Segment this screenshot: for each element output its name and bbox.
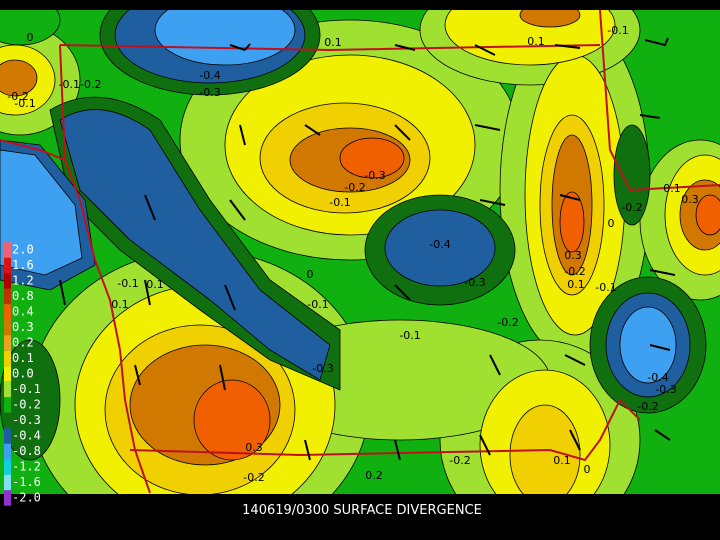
legend-swatch — [4, 350, 11, 367]
contour-label: -0.2 — [449, 454, 470, 467]
contour-label: -0.1 — [117, 277, 138, 290]
legend-label: 0.2 — [12, 336, 34, 350]
legend-label: -0.2 — [12, 398, 41, 412]
contour-labels: 0.1 0.1-0.1-0.4-0.30-0.1-0.2-0.2-0.1-0.3-… — [7, 24, 698, 484]
contour-label: -0.4 — [429, 238, 450, 251]
legend-label: 0.0 — [12, 367, 34, 381]
contour-label: -0.2 — [7, 90, 28, 103]
contour-label: -0.3 — [199, 86, 220, 99]
contour-label: 0 — [608, 217, 615, 230]
contour-label: 0.1 — [111, 298, 129, 311]
contour-label: 0.3 — [564, 249, 582, 262]
legend-swatch — [4, 397, 11, 413]
contour-label: 0.1 — [146, 278, 164, 291]
legend-label: 0.8 — [12, 289, 34, 303]
legend-label: 0.3 — [12, 320, 34, 334]
contour-label: -0.1 — [595, 281, 616, 294]
legend-swatch — [4, 304, 11, 320]
contour-label: -0.3 — [655, 383, 676, 396]
legend-swatch — [4, 490, 11, 506]
legend-swatch — [4, 459, 11, 475]
legend-swatch — [4, 288, 11, 305]
legend-swatch — [4, 428, 11, 444]
contour-label: -0.3 — [312, 362, 333, 375]
contour-label: -0.3 — [364, 169, 385, 182]
caption: 140619/0300 SURFACE DIVERGENCE — [242, 503, 482, 518]
legend-label: -0.4 — [12, 429, 41, 443]
contour-label: 0.2 — [365, 469, 383, 482]
contour-label: 0.1 — [567, 278, 585, 291]
contour-label: -0.1 — [399, 329, 420, 342]
legend-label: -2.0 — [12, 491, 41, 505]
wind-barbs — [59, 37, 676, 461]
legend-label: 1.6 — [12, 258, 34, 272]
contour-label: 0.3 — [681, 193, 699, 206]
contour-label: -0.3 — [464, 276, 485, 289]
contour-label: 0 — [584, 463, 591, 476]
contour-label: -0.4 — [199, 69, 220, 82]
legend-swatch — [4, 257, 11, 274]
contour-label: -0.2 — [497, 316, 518, 329]
legend-swatch — [4, 335, 11, 351]
legend-label: 0.4 — [12, 305, 34, 319]
legend-swatch — [4, 381, 11, 398]
legend-label: -1.2 — [12, 460, 41, 474]
contour-label: -0.4 — [647, 371, 668, 384]
contour-label: -0.1 — [307, 298, 328, 311]
legend-swatch — [4, 474, 11, 491]
legend-swatch — [4, 319, 11, 336]
legend-swatch — [4, 412, 11, 429]
contour-label: -0.2 — [621, 201, 642, 214]
legend-swatch — [4, 273, 11, 289]
legend-label: 0.1 — [12, 351, 34, 365]
contour-label: 0 — [27, 31, 34, 44]
legend-label: 2.0 — [12, 243, 34, 257]
contour-label: 0 — [307, 268, 314, 281]
legend-swatch — [4, 443, 11, 460]
contour-label: 0.1 — [663, 182, 681, 195]
legend-label: -0.1 — [12, 382, 41, 396]
contour-label: -0.1 — [329, 196, 350, 209]
contour-label: -0.2 — [344, 181, 365, 194]
contour-label: -0.2 — [637, 400, 658, 413]
legend-label: -1.6 — [12, 475, 41, 489]
legend-swatch — [4, 242, 11, 258]
legend-label: 1.2 — [12, 274, 34, 288]
state-borders — [0, 9, 720, 494]
legend-label: -0.3 — [12, 413, 41, 427]
contour-label: -0.1-0.2 — [59, 78, 102, 91]
contour-label: -0.2 — [243, 471, 264, 484]
contour-label: 0.1 — [527, 35, 545, 48]
legend-swatch — [4, 366, 11, 382]
contour-label: 0.1 — [553, 454, 571, 467]
contour-label: 0.1 — [324, 36, 342, 49]
contour-label: -0.2 — [564, 265, 585, 278]
legend: 2.01.6 1.20.8 0.40.3 0.20.1 0.0-0.1 -0.2-0.3 -… — [4, 242, 41, 506]
contour-label: -0.1 — [14, 97, 35, 110]
contour-label: -0.1 — [607, 24, 628, 37]
contour-label: 0.3 — [245, 441, 263, 454]
legend-label: -0.8 — [12, 444, 41, 458]
